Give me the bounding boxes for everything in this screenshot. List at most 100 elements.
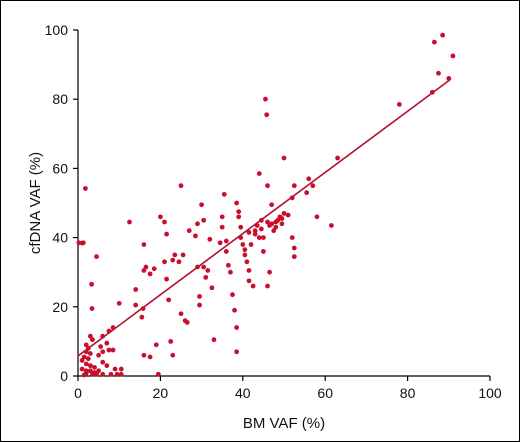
data-point [281, 155, 287, 161]
data-point [201, 217, 207, 223]
axes: 0 20 40 60 80 100 0 20 40 60 80 100 [45, 22, 502, 401]
data-point [92, 364, 97, 370]
data-point [273, 224, 279, 230]
y-axis-label: cfDNA VAF (%) [27, 152, 44, 254]
data-point [450, 53, 456, 59]
data-point [246, 230, 252, 235]
data-point [271, 228, 277, 234]
data-point [228, 269, 233, 275]
data-point [238, 235, 244, 241]
data-point [440, 32, 446, 38]
data-point [264, 112, 270, 118]
data-point [269, 221, 275, 227]
data-point [236, 209, 242, 215]
data-point [85, 356, 91, 362]
data-point [87, 351, 93, 356]
x-tick-label: 100 [478, 385, 502, 401]
data-point [90, 337, 95, 343]
data-point [133, 302, 139, 308]
data-point [269, 202, 275, 208]
trend-line-group [77, 78, 452, 357]
data-point [256, 235, 262, 241]
data-point [234, 200, 240, 206]
data-point [252, 231, 258, 237]
data-point [178, 311, 184, 317]
data-point [201, 264, 207, 270]
data-point [203, 274, 209, 280]
data-point [242, 252, 248, 258]
data-point [151, 266, 157, 272]
data-point [281, 210, 287, 216]
data-point [261, 235, 266, 241]
data-point [291, 245, 297, 251]
data-point [291, 254, 297, 260]
data-point [234, 325, 240, 330]
data-point [83, 186, 88, 191]
data-point [141, 352, 147, 358]
data-point [141, 268, 147, 273]
data-point [176, 259, 182, 265]
data-point [89, 306, 95, 311]
data-point [328, 223, 334, 228]
data-point [79, 366, 85, 372]
data-point [143, 264, 149, 270]
data-point [291, 183, 297, 189]
data-point [250, 283, 256, 289]
data-point [254, 223, 260, 228]
data-point [258, 226, 264, 232]
data-point [104, 363, 110, 369]
data-point [258, 217, 264, 223]
data-point [289, 195, 295, 201]
data-point [112, 366, 118, 372]
data-point [256, 171, 262, 176]
data-point [193, 233, 198, 239]
data-point [279, 216, 285, 221]
data-point [273, 219, 279, 225]
x-tick-label: 0 [74, 385, 82, 401]
data-point [104, 340, 110, 346]
data-point [127, 219, 132, 225]
data-point [310, 183, 316, 189]
data-point [279, 221, 285, 227]
data-point [94, 371, 99, 377]
data-point [285, 212, 291, 218]
data-points [76, 32, 456, 378]
data-point [96, 352, 101, 358]
data-point [100, 371, 106, 377]
data-point [98, 344, 104, 349]
data-point [261, 249, 266, 254]
data-point [162, 219, 167, 225]
data-point [116, 300, 122, 306]
data-point [199, 202, 205, 208]
y-tick-label: 60 [52, 160, 68, 176]
data-point [246, 278, 252, 284]
data-point [248, 242, 254, 247]
data-point [106, 328, 112, 334]
data-point [230, 292, 235, 298]
y-tick-label: 0 [60, 368, 68, 384]
data-point [96, 368, 101, 374]
data-point [396, 101, 402, 107]
data-point [83, 349, 89, 355]
data-point [81, 372, 87, 378]
data-point [80, 240, 86, 246]
data-point [164, 231, 169, 237]
data-point [87, 363, 93, 369]
data-point [168, 339, 174, 344]
y-tick-label: 80 [52, 91, 68, 107]
data-point [164, 276, 169, 282]
data-point [87, 333, 93, 339]
data-point [106, 347, 112, 353]
trend-line [77, 78, 452, 357]
data-point [89, 281, 94, 287]
data-point [85, 345, 91, 351]
data-point [166, 297, 172, 303]
data-point [153, 342, 159, 348]
data-point [234, 349, 240, 355]
data-point [240, 242, 246, 247]
data-point [217, 240, 223, 246]
data-point [242, 247, 248, 253]
data-point [133, 287, 139, 292]
x-tick-label: 80 [400, 385, 416, 401]
